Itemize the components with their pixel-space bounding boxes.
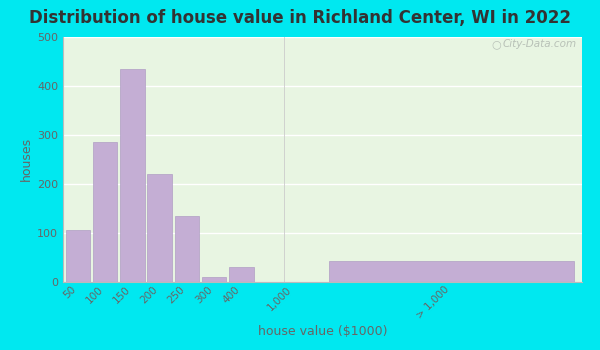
Bar xyxy=(175,216,199,282)
Bar xyxy=(329,261,574,282)
Text: ○: ○ xyxy=(492,39,502,49)
X-axis label: house value ($1000): house value ($1000) xyxy=(258,325,387,338)
Text: Distribution of house value in Richland Center, WI in 2022: Distribution of house value in Richland … xyxy=(29,9,571,27)
Bar xyxy=(120,69,145,282)
Y-axis label: houses: houses xyxy=(20,137,33,181)
Bar xyxy=(66,230,90,282)
Bar xyxy=(229,267,254,282)
Bar xyxy=(148,174,172,282)
Bar xyxy=(202,277,226,282)
Text: City-Data.com: City-Data.com xyxy=(503,39,577,49)
Bar xyxy=(93,142,118,282)
